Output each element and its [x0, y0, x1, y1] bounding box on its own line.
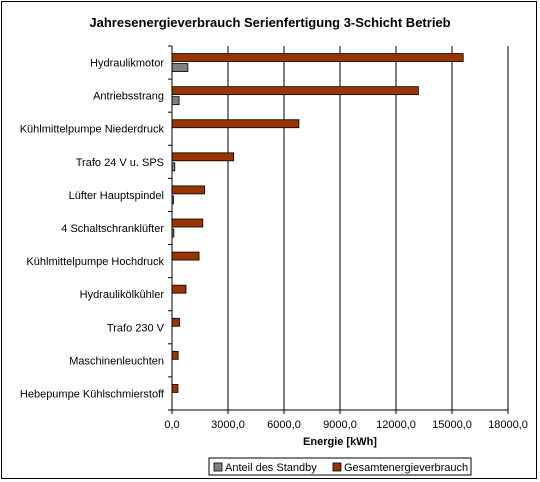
legend-swatch-gesamt: [332, 462, 342, 472]
category-label: Kühlmittelpumpe Niederdruck: [20, 124, 165, 136]
x-tick-label: 18000,0: [488, 419, 528, 431]
x-tick-label: 9000,0: [323, 419, 357, 431]
bar-gesamtenergieverbrauch: [171, 218, 204, 228]
bar-anteil-standby: [171, 63, 189, 72]
category-label: Trafo 24 V u. SPS: [76, 157, 164, 169]
x-axis-title: Energie [kWh]: [303, 436, 377, 448]
category-label: Trafo 230 V: [107, 322, 165, 334]
bar-gesamtenergieverbrauch: [171, 251, 200, 261]
x-tick-label: 3000,0: [211, 419, 245, 431]
bar-gesamtenergieverbrauch: [171, 86, 419, 96]
bar-gesamtenergieverbrauch: [171, 152, 234, 162]
x-tick-label: 15000,0: [432, 419, 472, 431]
legend-label-gesamt: Gesamtenergieverbrauch: [344, 462, 468, 474]
gridlines: [227, 46, 509, 410]
x-tick-label: 12000,0: [376, 419, 416, 431]
x-tick-label: 6000,0: [267, 419, 301, 431]
x-tick-label: 0,0: [164, 419, 179, 431]
bar-gesamtenergieverbrauch: [171, 53, 464, 62]
legend-swatch-standby: [213, 462, 223, 472]
category-label: Hydraulikölkühler: [80, 289, 165, 301]
bar-gesamtenergieverbrauch: [171, 119, 300, 129]
axes: 0,0 3000,0 6000,0 9000,0 12000,0 15000,0 18000…: [20, 45, 528, 431]
chart-title: Jahresenergieverbrauch Serienfertigung 3…: [89, 15, 450, 30]
bar-gesamtenergieverbrauch: [171, 284, 187, 294]
bar-gesamtenergieverbrauch: [171, 185, 206, 195]
category-label: Kühlmittelpumpe Hochdruck: [26, 256, 164, 268]
category-label: Lüfter Hauptspindel: [69, 190, 164, 202]
bar-gesamtenergieverbrauch: [171, 350, 179, 360]
category-label: Hydraulikmotor: [90, 58, 164, 70]
legend-label-standby: Anteil des Standby: [225, 462, 317, 474]
bar-anteil-standby: [171, 96, 180, 106]
category-label: 4 Schaltschranklüfter: [61, 223, 164, 235]
bars: [171, 53, 464, 393]
bar-gesamtenergieverbrauch: [171, 384, 179, 393]
category-label: Maschinenleuchten: [69, 355, 164, 367]
category-label: Hebepumpe Kühlschmierstoff: [20, 388, 165, 400]
legend: Anteil des Standby Gesamtenergieverbrauch: [208, 457, 472, 476]
category-label: Antriebsstrang: [93, 91, 164, 103]
bar-gesamtenergieverbrauch: [171, 317, 180, 327]
